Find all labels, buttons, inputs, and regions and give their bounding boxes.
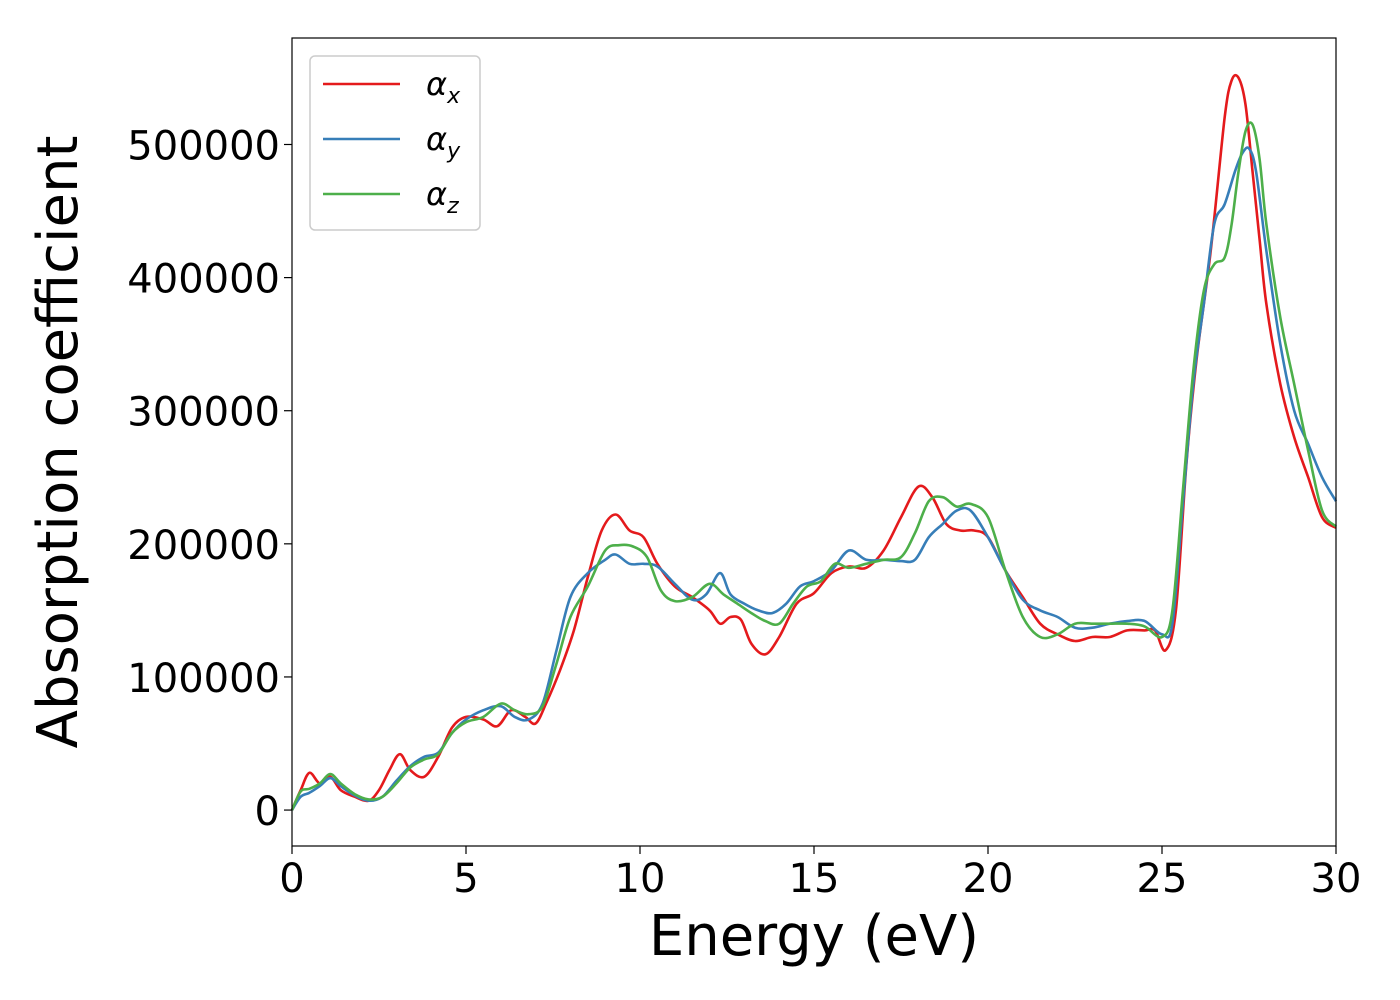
- y-tick-label: 300000: [127, 390, 280, 436]
- legend-label-alpha-z: αz: [426, 175, 459, 219]
- x-tick-label: 20: [963, 856, 1014, 902]
- legend-label-alpha-x: αx: [426, 65, 461, 109]
- legend-label-alpha-y: αy: [426, 120, 461, 164]
- x-tick-label: 5: [453, 856, 478, 902]
- y-tick-label: 500000: [127, 123, 280, 169]
- y-tick-label: 400000: [127, 257, 280, 303]
- x-tick-label: 30: [1311, 856, 1362, 902]
- x-tick-label: 0: [279, 856, 304, 902]
- x-tick-label: 10: [615, 856, 666, 902]
- series-layer: [290, 73, 1338, 811]
- legend-box: [309, 55, 481, 231]
- y-tick-label: 100000: [127, 656, 280, 702]
- legend: αx αy αz: [309, 55, 481, 231]
- x-tick-label: 15: [789, 856, 840, 902]
- x-axis: 0 5 10 15 20 25 30: [279, 846, 1361, 902]
- series-line-alpha-z: [290, 121, 1337, 811]
- x-tick-label: 25: [1137, 856, 1188, 902]
- x-axis-title: Energy (eV): [649, 904, 979, 969]
- y-tick-label: 0: [255, 789, 280, 835]
- y-axis: 0 100000 200000 300000 400000 500000: [127, 123, 292, 835]
- y-axis-title: Absorption coefficient: [26, 136, 91, 749]
- y-tick-label: 200000: [127, 523, 280, 569]
